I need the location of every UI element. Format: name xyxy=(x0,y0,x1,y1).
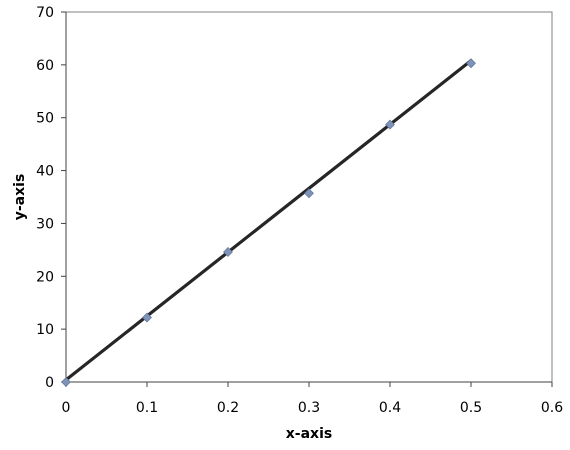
x-tick-label: 0.1 xyxy=(136,400,158,416)
x-tick-label: 0.3 xyxy=(298,400,320,416)
x-tick-label: 0.2 xyxy=(217,400,239,416)
data-points xyxy=(61,58,476,387)
data-point xyxy=(304,188,314,199)
y-axis-title: y-axis xyxy=(12,174,28,221)
y-axis-ticks: 0 10 20 30 40 50 60 70 xyxy=(36,5,66,391)
y-tick-label: 40 xyxy=(36,164,54,180)
data-point xyxy=(61,377,71,387)
x-tick-label: 0 xyxy=(62,400,71,416)
data-point xyxy=(385,119,395,130)
x-tick-label: 0.4 xyxy=(379,400,401,416)
data-point xyxy=(466,58,476,69)
y-tick-label: 60 xyxy=(36,58,54,74)
x-axis-ticks: 0 0.1 0.2 0.3 0.4 0.5 0.6 xyxy=(62,382,563,416)
y-tick-label: 50 xyxy=(36,111,54,127)
x-tick-label: 0.6 xyxy=(541,400,563,416)
y-tick-label: 70 xyxy=(36,5,54,21)
y-tick-label: 0 xyxy=(45,375,54,391)
x-tick-label: 0.5 xyxy=(460,400,482,416)
trendline xyxy=(64,59,473,382)
data-point xyxy=(142,312,152,323)
y-tick-label: 20 xyxy=(36,269,54,285)
x-axis-title: x-axis xyxy=(286,426,332,442)
trendline-group xyxy=(64,59,473,382)
y-tick-label: 30 xyxy=(36,216,54,232)
y-tick-label: 10 xyxy=(36,322,54,338)
data-point xyxy=(223,247,233,257)
